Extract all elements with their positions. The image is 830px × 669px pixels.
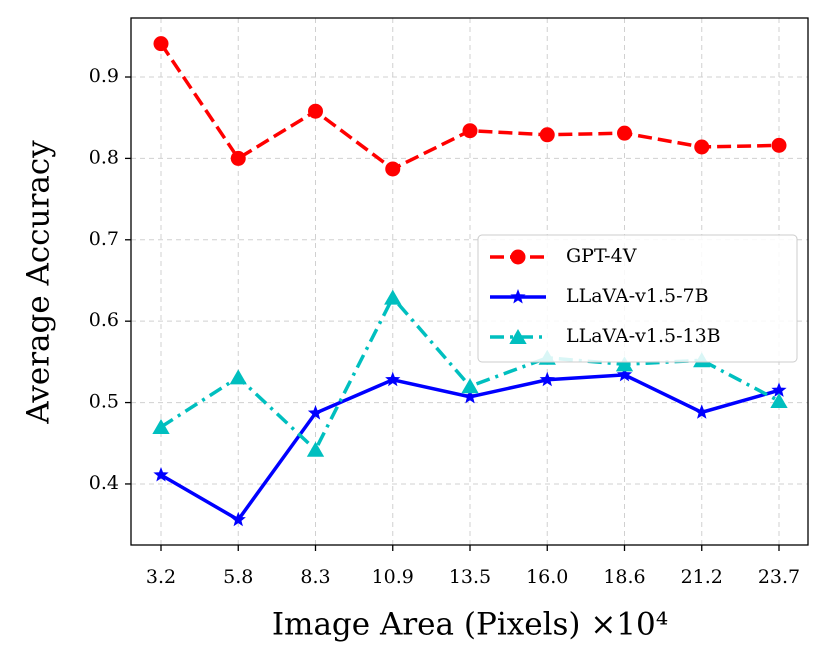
legend-marker — [509, 329, 527, 344]
x-tick-label: 10.9 — [372, 566, 414, 588]
marker — [153, 467, 169, 482]
legend-marker — [510, 289, 526, 304]
x-tick-label: 23.7 — [758, 566, 800, 588]
marker — [770, 392, 788, 408]
marker — [539, 127, 555, 143]
marker — [152, 418, 170, 434]
marker — [617, 125, 632, 141]
series-line — [159, 42, 780, 172]
marker — [307, 405, 324, 420]
marker — [694, 139, 710, 155]
marker — [385, 161, 401, 177]
y-tick-label: 0.5 — [89, 391, 119, 413]
x-tick-label: 3.2 — [146, 566, 176, 588]
x-tick-label: 18.6 — [603, 566, 645, 588]
legend-label: LLaVA-v1.5-13B — [566, 325, 721, 347]
y-tick-label: 0.9 — [89, 65, 119, 87]
legend-label: GPT-4V — [566, 245, 637, 267]
marker — [461, 378, 479, 394]
marker — [616, 366, 633, 382]
legend-marker — [510, 249, 526, 265]
marker — [385, 371, 401, 387]
marker — [615, 356, 634, 372]
x-tick-label: 13.5 — [449, 566, 491, 588]
marker — [384, 289, 402, 305]
y-tick-label: 0.4 — [89, 472, 119, 494]
x-axis-label: Image Area (Pixels) ×10⁴ — [272, 607, 668, 643]
marker — [308, 103, 323, 119]
marker — [771, 137, 787, 153]
marker — [462, 123, 478, 139]
y-axis-label: Average Accuracy — [21, 140, 57, 425]
legend-box — [477, 234, 798, 363]
marker — [462, 388, 478, 404]
y-tick-label: 0.6 — [89, 309, 119, 331]
x-tick-label: 16.0 — [526, 566, 568, 588]
marker — [539, 371, 555, 387]
y-tick-label: 0.8 — [89, 146, 119, 168]
marker — [771, 382, 787, 397]
marker — [230, 150, 246, 166]
x-tick-label: 21.2 — [681, 566, 723, 588]
marker — [229, 369, 247, 385]
x-tick-label: 8.3 — [300, 566, 330, 588]
marker — [694, 404, 710, 419]
y-tick-label: 0.7 — [89, 228, 119, 250]
plot-frame — [130, 17, 809, 546]
legend-label: LLaVA-v1.5-7B — [566, 285, 709, 307]
x-tick-label: 5.8 — [223, 566, 253, 588]
legend: GPT-4V LLaVA-v1.5-7B LLaVA-v1.5-13B — [477, 234, 798, 363]
marker — [153, 36, 169, 52]
marker — [306, 441, 325, 457]
marker — [230, 511, 246, 527]
